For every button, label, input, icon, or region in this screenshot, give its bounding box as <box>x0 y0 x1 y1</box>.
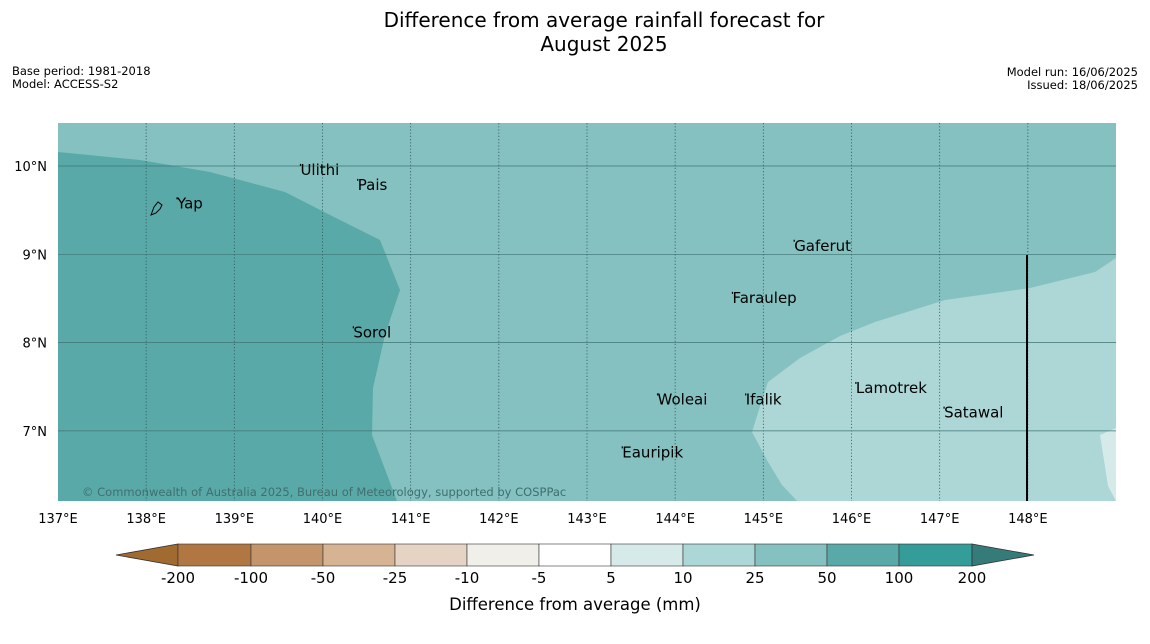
place-label: Satawal <box>944 404 1003 422</box>
island-marker <box>745 393 747 396</box>
place-labels: Yap Ulithi Pais Gaferut Faraulep Sorol Woleai I… <box>176 161 1003 462</box>
island-marker <box>357 178 359 181</box>
longitude-tick: 147°E <box>920 512 960 527</box>
island-marker <box>176 197 178 200</box>
colorbar-tick-label: -5 <box>532 569 547 587</box>
colorbar-cell <box>898 543 973 567</box>
colorbar-cell <box>682 543 756 567</box>
longitude-tick: 138°E <box>126 512 166 527</box>
colorbar-labels: -200 -100 -50 -25 -10 -5 5 10 25 50 100 200 <box>161 569 986 587</box>
island-marker <box>621 446 623 449</box>
longitude-tick: 148°E <box>1008 512 1048 527</box>
island-marker <box>352 326 354 329</box>
longitude-tick: 144°E <box>655 512 695 527</box>
colorbar-tick-label: -200 <box>161 569 195 587</box>
colorbar-tick-label: 5 <box>606 569 616 587</box>
longitude-tick: 137°E <box>38 512 78 527</box>
band-50-100 <box>58 152 400 501</box>
colorbar-tick-label: 10 <box>673 569 692 587</box>
colorbar-tick-label: -10 <box>455 569 480 587</box>
latitude-tick: 9°N <box>23 248 48 263</box>
model-info-left: Base period: 1981-2018 Model: ACCESS-S2 <box>12 65 151 91</box>
colorbar-cell <box>322 543 396 567</box>
longitude-tick-labels: 137°E 138°E 139°E 140°E 141°E 142°E 143°E 144°E… <box>38 512 1047 527</box>
issued-date-text: Issued: 18/06/2025 <box>1027 78 1138 92</box>
title-line-2: August 2025 <box>540 32 668 56</box>
place-label: Eauripik <box>622 443 683 461</box>
graticule <box>58 123 1116 501</box>
colorbar-tick-label: -25 <box>383 569 408 587</box>
island-marker <box>656 393 659 396</box>
place-label: Woleai <box>658 390 708 408</box>
longitude-tick: 140°E <box>303 512 343 527</box>
colorbar-tick-label: 25 <box>745 569 764 587</box>
title-line-1: Difference from average rainfall forecas… <box>383 8 825 32</box>
island-marker <box>855 381 857 384</box>
place-label: Faraulep <box>732 289 796 307</box>
latitude-tick: 10°N <box>14 160 47 175</box>
latitude-tick: 7°N <box>23 425 48 440</box>
colorbar-arrow-left <box>115 543 179 567</box>
colorbar-cell <box>754 543 828 567</box>
longitude-tick: 142°E <box>479 512 519 527</box>
place-label: Sorol <box>353 323 391 341</box>
longitude-tick: 143°E <box>567 512 607 527</box>
place-label: Ifalik <box>746 390 782 408</box>
place-label: Yap <box>176 194 203 212</box>
longitude-tick: 145°E <box>744 512 784 527</box>
colorbar-tick-label: 200 <box>958 569 987 587</box>
copyright-text: © Commonwealth of Australia 2025, Bureau… <box>82 485 566 499</box>
colorbar-cell <box>610 543 684 567</box>
longitude-tick: 139°E <box>215 512 255 527</box>
yap-island <box>150 201 163 216</box>
model-run-text: Model run: 16/06/2025 <box>1006 65 1138 79</box>
colorbar-tick-label: 100 <box>885 569 914 587</box>
model-name-text: Model: ACCESS-S2 <box>12 77 119 91</box>
place-label: Gaferut <box>794 237 851 255</box>
place-label: Ulithi <box>300 161 339 179</box>
colorbar-tick-label: 50 <box>817 569 836 587</box>
model-info-right: Model run: 16/06/2025 Issued: 18/06/2025 <box>1007 66 1138 92</box>
band-10-25 <box>752 258 1116 501</box>
map-title: Difference from average rainfall forecas… <box>0 8 1150 56</box>
colorbar-title: Difference from average (mm) <box>449 595 701 614</box>
colorbar-cell <box>177 543 252 567</box>
colorbar-cell <box>466 543 540 567</box>
place-label: Pais <box>358 176 388 194</box>
colorbar-cell <box>538 543 612 567</box>
colorbar-cell <box>826 543 900 567</box>
island-marker <box>731 291 734 294</box>
island-marker <box>299 163 302 166</box>
longitude-tick: 141°E <box>391 512 431 527</box>
base-period-text: Base period: 1981-2018 <box>12 64 151 78</box>
colorbar-cell <box>250 543 324 567</box>
colorbar-tick-label: -50 <box>311 569 336 587</box>
longitude-tick: 146°E <box>832 512 872 527</box>
island-marker <box>943 406 945 409</box>
latitude-tick: 8°N <box>23 337 48 352</box>
band-5-10 <box>1100 428 1116 501</box>
colorbar-cells <box>115 543 1035 567</box>
place-label: Lamotrek <box>856 379 927 397</box>
island-marker <box>793 239 795 242</box>
colorbar-arrow-right <box>971 543 1035 567</box>
colorbar-tick-label: -100 <box>234 569 268 587</box>
latitude-tick-labels: 10°N 9°N 8°N 7°N <box>14 160 47 440</box>
colorbar-cell <box>394 543 468 567</box>
